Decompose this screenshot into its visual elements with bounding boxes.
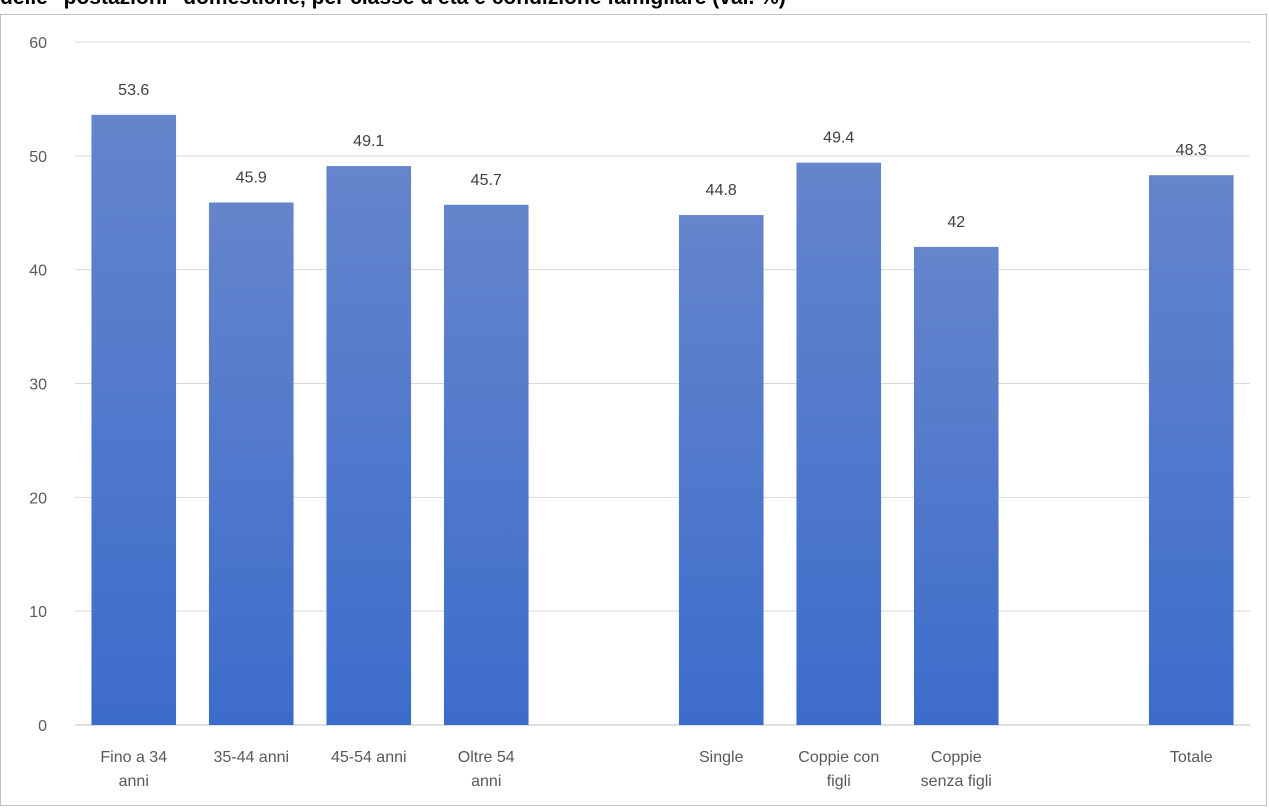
- bar: [913, 246, 999, 725]
- x-tick-label: anni: [471, 773, 501, 790]
- data-label: 53.6: [118, 82, 149, 99]
- y-tick-label: 30: [29, 377, 47, 394]
- y-tick-label: 0: [38, 718, 47, 735]
- chart-title: delle "postazioni" domestiche, per class…: [0, 0, 1269, 16]
- x-tick-label: Fino a 34: [100, 749, 167, 766]
- x-tick-label: senza figli: [921, 773, 992, 790]
- x-tick-label: Coppie: [931, 749, 982, 766]
- y-tick-label: 20: [29, 490, 47, 507]
- chart-frame: [0, 14, 1267, 806]
- x-tick-label: Single: [699, 749, 744, 766]
- data-label: 49.4: [823, 130, 854, 147]
- bar: [443, 204, 529, 725]
- bar: [1148, 175, 1234, 725]
- x-tick-label: 45-54 anni: [331, 749, 407, 766]
- y-tick-label: 60: [29, 35, 47, 52]
- bar: [796, 162, 882, 725]
- x-tick-label: Totale: [1170, 749, 1213, 766]
- data-label: 49.1: [353, 133, 384, 150]
- data-label: 42: [947, 214, 965, 231]
- bars: [91, 114, 1234, 725]
- x-tick-label: figli: [827, 773, 851, 790]
- data-label: 48.3: [1176, 142, 1207, 159]
- labels: 53.6 Fino a 34 anni 45.9 35-44 anni 49.1 45-54…: [100, 82, 1212, 790]
- data-label: 44.8: [706, 182, 737, 199]
- x-tick-label: Oltre 54: [458, 749, 515, 766]
- data-label: 45.7: [471, 172, 502, 189]
- y-tick-label: 40: [29, 263, 47, 280]
- x-tick-label: Coppie con: [798, 749, 879, 766]
- bar: [678, 215, 764, 725]
- bar: [326, 166, 412, 725]
- y-tick-label: 10: [29, 604, 47, 621]
- x-tick-label: anni: [119, 773, 149, 790]
- x-tick-label: 35-44 anni: [213, 749, 289, 766]
- bar: [91, 114, 177, 725]
- y-tick-label: 50: [29, 149, 47, 166]
- data-label: 45.9: [236, 170, 267, 187]
- bar: [208, 202, 294, 725]
